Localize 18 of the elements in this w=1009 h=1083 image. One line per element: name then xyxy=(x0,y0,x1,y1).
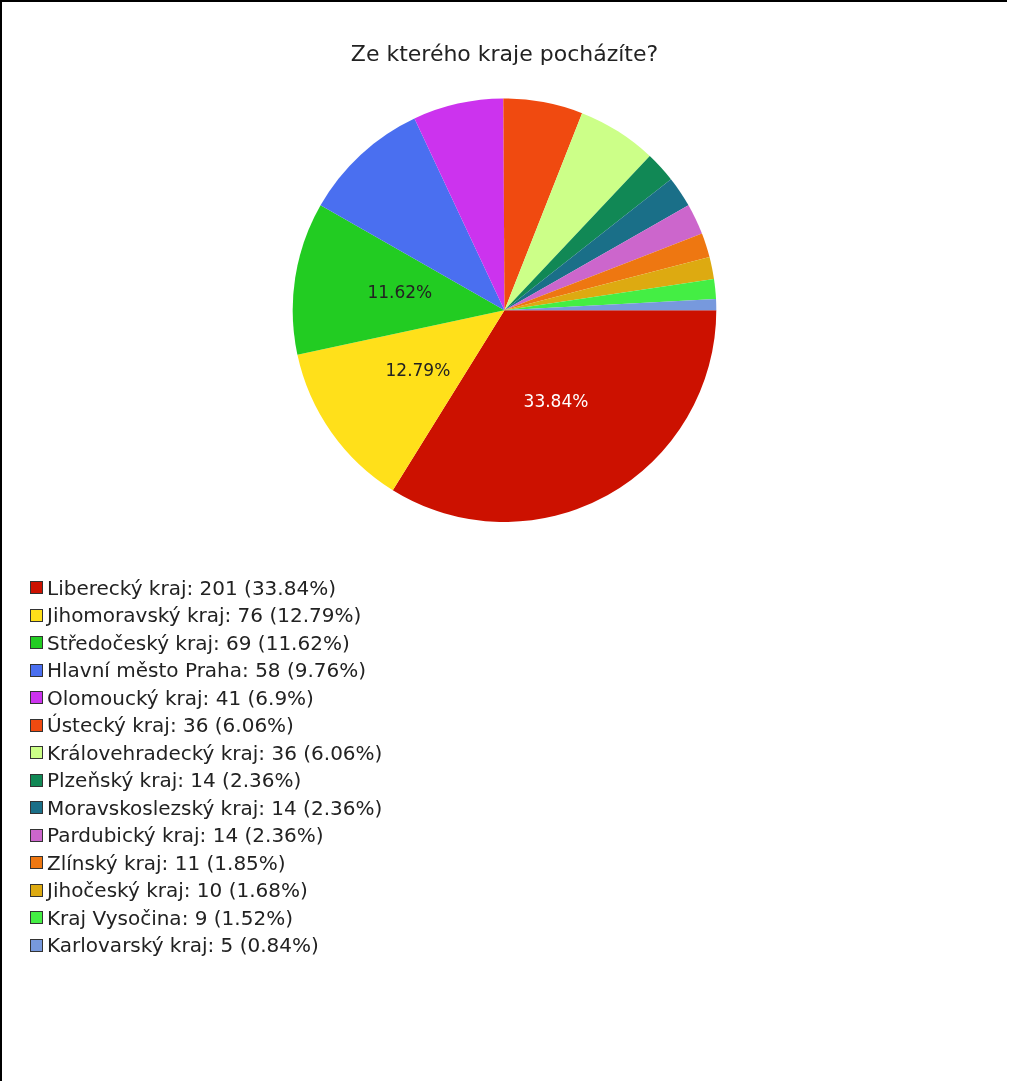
data-label: 12.79% xyxy=(385,359,451,380)
legend-label: Zlínský kraj: 11 (1.85%) xyxy=(47,850,286,875)
legend-label: Jihočeský kraj: 10 (1.68%) xyxy=(47,878,308,903)
legend-label: Ústecký kraj: 36 (6.06%) xyxy=(47,713,294,738)
legend-label: Moravskoslezský kraj: 14 (2.36%) xyxy=(47,795,383,820)
legend-label: Plzeňský kraj: 14 (2.36%) xyxy=(47,768,302,793)
legend-label: Jihomoravský kraj: 76 (12.79%) xyxy=(47,603,362,628)
legend-label: Kraj Vysočina: 9 (1.52%) xyxy=(47,905,293,930)
legend-label: Liberecký kraj: 201 (33.84%) xyxy=(47,575,336,600)
data-label: 11.62% xyxy=(367,282,433,303)
legend-label: Hlavní město Praha: 58 (9.76%) xyxy=(47,658,367,683)
legend-label: Karlovarský kraj: 5 (0.84%) xyxy=(47,933,319,958)
legend-label: Olomoucký kraj: 41 (6.9%) xyxy=(47,685,314,710)
legend-label: Královehradecký kraj: 36 (6.06%) xyxy=(47,740,383,765)
chart-title: Ze kterého kraje pocházíte? xyxy=(350,40,659,66)
data-label: 33.84% xyxy=(523,391,589,412)
legend-label: Středočeský kraj: 69 (11.62%) xyxy=(47,630,350,655)
legend-label: Pardubický kraj: 14 (2.36%) xyxy=(47,823,324,848)
